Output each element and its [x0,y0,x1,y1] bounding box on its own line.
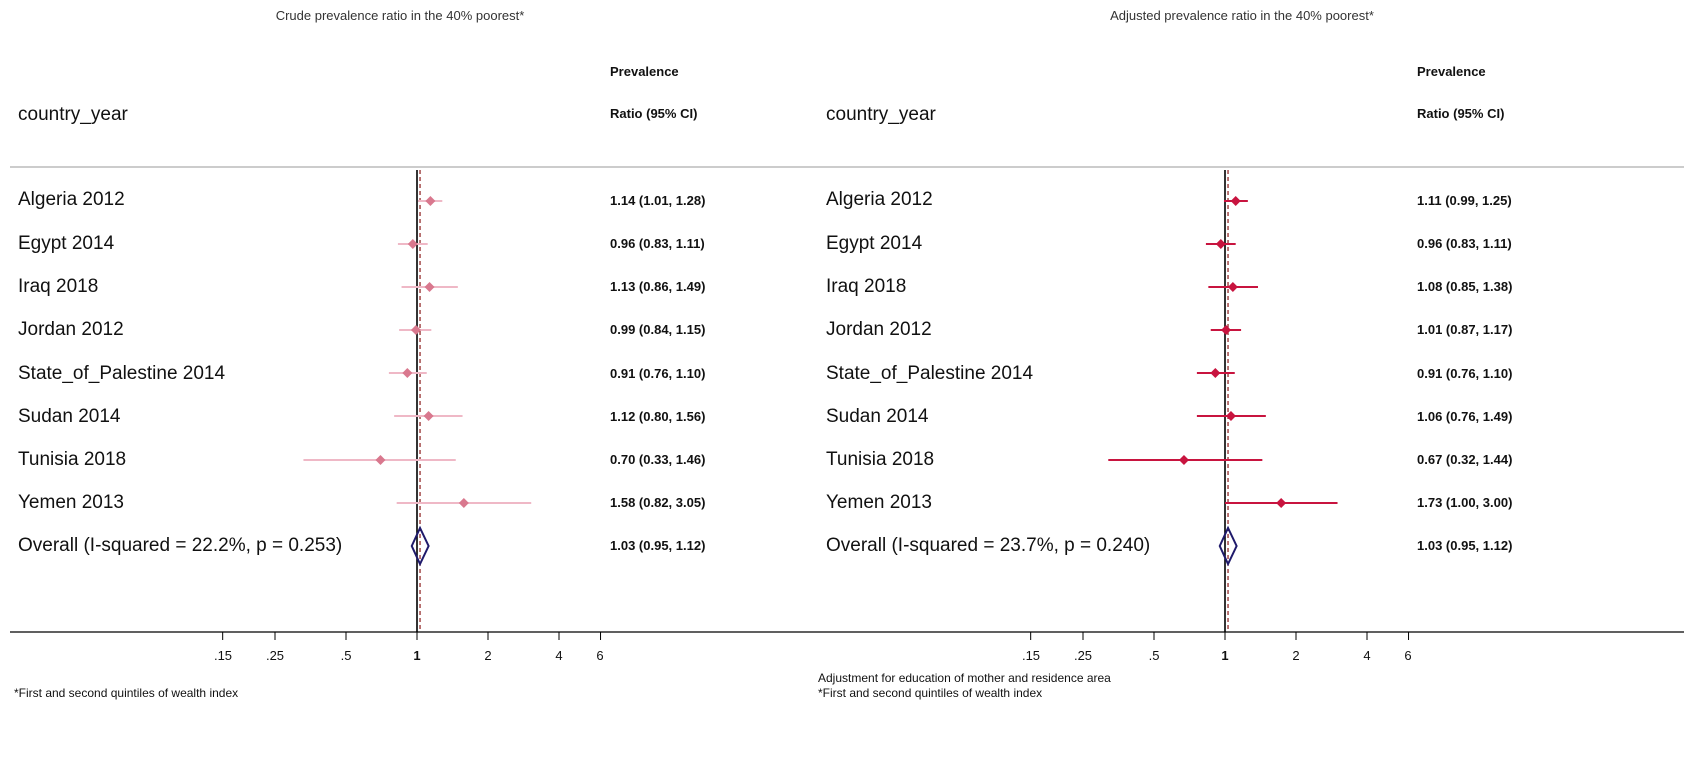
row-estimate: 0.99 (0.84, 1.15) [610,322,706,337]
row-label: Egypt 2014 [826,233,923,254]
estimate-marker [1210,368,1221,378]
row-estimate: 1.13 (0.86, 1.49) [610,279,706,294]
row-label: Yemen 2013 [826,492,933,513]
overall-diamond [410,525,430,567]
estimate-marker [425,196,436,206]
row-estimate: 1.58 (0.82, 3.05) [610,495,706,510]
overall-label: Overall (I-squared = 22.2%, p = 0.253) [18,535,343,556]
row-label: Yemen 2013 [18,492,125,513]
row-label: Iraq 2018 [826,276,907,297]
estimate-header-line2: Ratio (95% CI) [1417,106,1505,121]
row-estimate: 1.11 (0.99, 1.25) [1417,193,1512,208]
estimate-marker [1221,325,1232,335]
adjusted-forest-plot: Adjusted prevalence ratio in the 40% poo… [818,0,1684,759]
estimate-marker [424,282,435,292]
x-tick-label: 6 [1404,648,1412,663]
row-estimate: 1.08 (0.85, 1.38) [1417,279,1513,294]
estimate-marker [402,368,413,378]
footnote: Adjustment for education of mother and r… [818,671,1111,685]
estimate-marker [1230,196,1241,206]
x-tick-label: .25 [1073,648,1093,663]
estimate-header-line1: Prevalence [610,64,679,79]
x-tick-label: 4 [1363,648,1371,663]
row-estimate: 0.91 (0.76, 1.10) [610,366,706,381]
row-label: Tunisia 2018 [18,449,127,470]
forest-plot-area [10,166,842,640]
chart-title: Crude prevalence ratio in the 40% poores… [275,8,525,23]
estimate-marker [1178,455,1189,465]
x-tick-label: 4 [555,648,563,663]
row-label: State_of_Palestine 2014 [826,363,1034,384]
row-estimate: 1.73 (1.00, 3.00) [1417,495,1513,510]
x-tick-label: .5 [340,648,352,663]
estimate-marker [423,411,434,421]
overall-estimate: 1.03 (0.95, 1.12) [610,538,706,553]
x-tick-label: .15 [1021,648,1041,663]
row-estimate: 1.14 (1.01, 1.28) [610,193,706,208]
overall-diamond [1218,525,1238,567]
row-label: Algeria 2012 [18,189,125,210]
row-estimate: 0.96 (0.83, 1.11) [1417,236,1512,251]
x-tick-label: 2 [1292,648,1300,663]
x-tick-label: .25 [265,648,285,663]
estimate-marker [1215,239,1226,249]
x-tick-label: 6 [596,648,604,663]
estimate-header-line2: Ratio (95% CI) [610,106,698,121]
row-estimate: 0.91 (0.76, 1.10) [1417,366,1513,381]
estimate-marker [458,498,469,508]
row-estimate: 0.70 (0.33, 1.46) [610,452,706,467]
crude-forest-plot: Crude prevalence ratio in the 40% poores… [10,8,842,700]
x-tick-label: .15 [213,648,233,663]
estimate-marker [1276,498,1287,508]
row-label: State_of_Palestine 2014 [18,363,226,384]
estimate-marker [1227,282,1238,292]
estimate-marker [1225,411,1236,421]
x-tick-label: 1 [413,648,421,663]
estimate-marker [407,239,418,249]
row-estimate: 1.06 (0.76, 1.49) [1417,409,1513,424]
estimate-marker [410,325,421,335]
row-label: Jordan 2012 [18,319,124,340]
row-label: Egypt 2014 [18,233,115,254]
x-tick-label: 1 [1221,648,1229,663]
row-estimate: 0.67 (0.32, 1.44) [1417,452,1513,467]
row-estimate: 1.12 (0.80, 1.56) [610,409,706,424]
x-tick-label: 2 [484,648,492,663]
column-header: country_year [826,104,936,125]
row-estimate: 0.96 (0.83, 1.11) [610,236,705,251]
overall-estimate: 1.03 (0.95, 1.12) [1417,538,1513,553]
row-estimate: 1.01 (0.87, 1.17) [1417,322,1513,337]
row-label: Tunisia 2018 [826,449,935,470]
estimate-header-line1: Prevalence [1417,64,1486,79]
chart-title: Adjusted prevalence ratio in the 40% poo… [1110,8,1374,23]
row-label: Iraq 2018 [18,276,99,297]
x-tick-label: .5 [1148,648,1160,663]
row-label: Sudan 2014 [18,406,121,427]
estimate-marker [375,455,386,465]
column-header: country_year [18,104,128,125]
row-label: Algeria 2012 [826,189,933,210]
row-label: Sudan 2014 [826,406,929,427]
row-label: Jordan 2012 [826,319,932,340]
overall-label: Overall (I-squared = 23.7%, p = 0.240) [826,535,1151,556]
footnote: *First and second quintiles of wealth in… [818,686,1043,700]
forest-plot-area [842,166,1684,640]
footnote: *First and second quintiles of wealth in… [14,686,239,700]
